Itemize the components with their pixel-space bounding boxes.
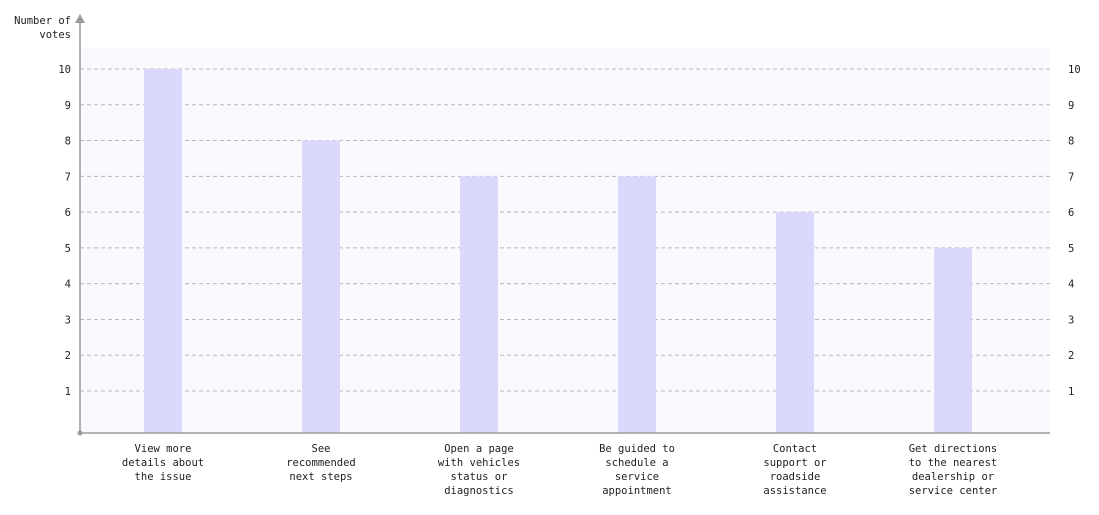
bar-2 [302,140,340,434]
right-tick-labels: 1 2 3 4 5 6 7 8 9 10 [1068,64,1081,398]
category-label-4: Be guided to schedule a service appointment [599,443,675,497]
bar-1 [144,69,182,433]
category-label-5: Contact support or roadside assistance [763,443,826,497]
y-tick-label-right-8: 8 [1068,136,1074,148]
axes [75,14,1050,436]
y-axis-arrow [75,14,85,23]
y-tick-label-right-7: 7 [1068,171,1074,183]
category-label-2: See recommended next steps [286,443,356,483]
category-label-3: Open a page with vehicles status or diagnos… [438,443,520,497]
y-tick-label-right-6: 6 [1068,207,1074,219]
y-tick-label-right-4: 4 [1068,279,1074,291]
left-tick-labels: 1 2 3 4 5 6 7 8 9 10 [58,64,71,398]
bar-5 [776,212,814,433]
bars [144,69,972,434]
grid-lines [80,68,1050,392]
y-tick-label-right-1: 1 [1068,386,1074,398]
axis-origin-dot [77,430,83,436]
y-tick-label-left-4: 4 [65,279,71,291]
y-tick-label-left-3: 3 [65,314,71,326]
y-tick-label-right-2: 2 [1068,350,1074,362]
y-tick-label-left-5: 5 [65,243,71,255]
category-labels: View more details about the issue See recomm… [122,443,997,497]
bar-3 [460,176,498,434]
y-tick-label-right-10: 10 [1068,64,1081,76]
plot-background [80,48,1050,433]
y-axis-label: Number of votes [14,15,71,41]
y-tick-label-right-9: 9 [1068,100,1074,112]
y-tick-label-left-6: 6 [65,207,71,219]
y-tick-label-right-5: 5 [1068,243,1074,255]
bar-6 [934,247,972,433]
category-label-6: Get directions to the nearest dealership o… [909,443,998,497]
y-tick-label-left-8: 8 [65,136,71,148]
y-tick-label-left-10: 10 [58,64,71,76]
category-label-1: View more details about the issue [122,443,204,483]
y-tick-label-left-7: 7 [65,171,71,183]
bar-4 [618,176,656,434]
y-tick-label-right-3: 3 [1068,314,1074,326]
y-tick-label-left-2: 2 [65,350,71,362]
y-tick-label-left-1: 1 [65,386,71,398]
y-tick-label-left-9: 9 [65,100,71,112]
